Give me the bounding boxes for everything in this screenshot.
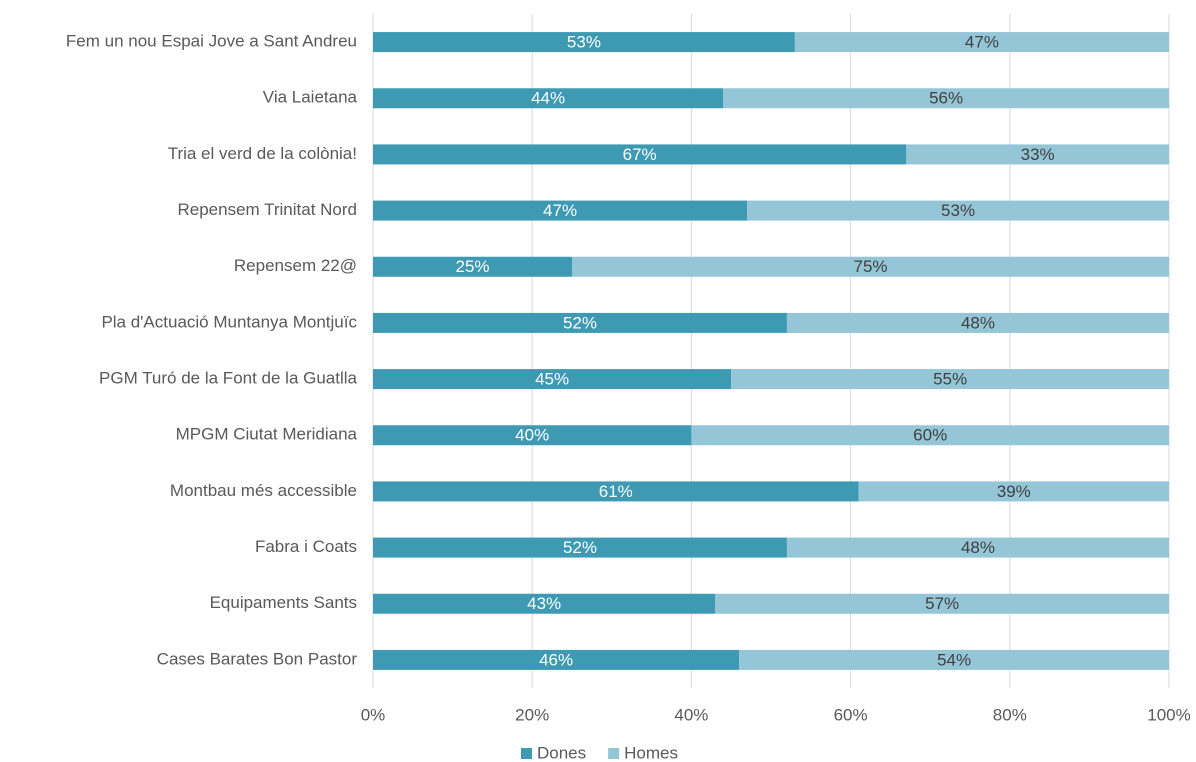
bar-segment <box>786 312 1169 333</box>
bar-segment <box>786 537 1169 558</box>
bar-segment <box>373 256 572 277</box>
bar-segment <box>373 537 787 558</box>
data-label: 53% <box>941 201 975 220</box>
y-tick-label: Cases Barates Bon Pastor <box>157 649 358 668</box>
y-tick-label: Via Laietana <box>263 88 358 107</box>
y-tick-label: Fem un nou Espai Jove a Sant Andreu <box>66 32 357 51</box>
y-tick-label: Pla d'Actuació Muntanya Montjuïc <box>101 312 357 331</box>
bar-segment <box>373 88 724 109</box>
y-tick-label: Equipaments Sants <box>210 593 357 612</box>
data-label: 44% <box>531 89 565 108</box>
data-label: 57% <box>925 594 959 613</box>
bar-segment <box>373 144 907 165</box>
legend-label: Homes <box>624 743 678 762</box>
bar-segment <box>373 312 787 333</box>
data-label: 61% <box>599 482 633 501</box>
data-label: 60% <box>913 426 947 445</box>
data-label: 52% <box>563 313 597 332</box>
y-tick-label: MPGM Ciutat Meridiana <box>176 425 358 444</box>
data-label: 40% <box>515 426 549 445</box>
data-label: 52% <box>563 538 597 557</box>
bar-segment <box>373 32 795 53</box>
data-label: 47% <box>965 33 999 52</box>
x-tick-label: 0% <box>361 705 386 724</box>
x-tick-label: 20% <box>515 705 549 724</box>
bar-segment <box>373 369 732 390</box>
y-tick-label: Tria el verd de la colònia! <box>168 144 357 163</box>
data-label: 55% <box>933 370 967 389</box>
data-label: 46% <box>539 650 573 669</box>
bar-segment <box>373 200 748 221</box>
legend-label: Dones <box>537 743 586 762</box>
bar-segment <box>373 481 859 502</box>
bar-segment <box>739 649 1169 670</box>
data-label: 67% <box>623 145 657 164</box>
data-label: 39% <box>997 482 1031 501</box>
bar-segment <box>731 369 1169 390</box>
x-tick-label: 80% <box>993 705 1027 724</box>
x-tick-label: 100% <box>1147 705 1190 724</box>
bar-segment <box>906 144 1169 165</box>
bar-segment <box>715 593 1169 614</box>
bar-segment <box>794 32 1169 53</box>
x-tick-label: 60% <box>834 705 868 724</box>
y-tick-label: Montbau més accessible <box>170 481 357 500</box>
y-tick-label: PGM Turó de la Font de la Guatlla <box>99 369 358 388</box>
data-label: 54% <box>937 650 971 669</box>
data-label: 75% <box>853 257 887 276</box>
bar-segment <box>373 649 740 670</box>
data-label: 45% <box>535 370 569 389</box>
y-tick-label: Repensem Trinitat Nord <box>177 200 357 219</box>
data-label: 25% <box>455 257 489 276</box>
x-tick-label: 40% <box>674 705 708 724</box>
data-label: 47% <box>543 201 577 220</box>
bar-segment <box>691 425 1169 446</box>
y-tick-label: Fabra i Coats <box>255 537 357 556</box>
y-tick-label: Repensem 22@ <box>234 256 357 275</box>
data-label: 33% <box>1021 145 1055 164</box>
data-label: 53% <box>567 33 601 52</box>
bar-segment <box>373 425 692 446</box>
data-label: 43% <box>527 594 561 613</box>
bar-segment <box>747 200 1169 221</box>
data-label: 48% <box>961 538 995 557</box>
legend-swatch <box>608 748 620 759</box>
bar-segment <box>858 481 1169 502</box>
bar-segment <box>373 593 716 614</box>
legend-swatch <box>521 748 532 759</box>
bar-segment <box>723 88 1169 109</box>
data-label: 48% <box>961 313 995 332</box>
data-label: 56% <box>929 89 963 108</box>
bar-segment <box>572 256 1169 277</box>
